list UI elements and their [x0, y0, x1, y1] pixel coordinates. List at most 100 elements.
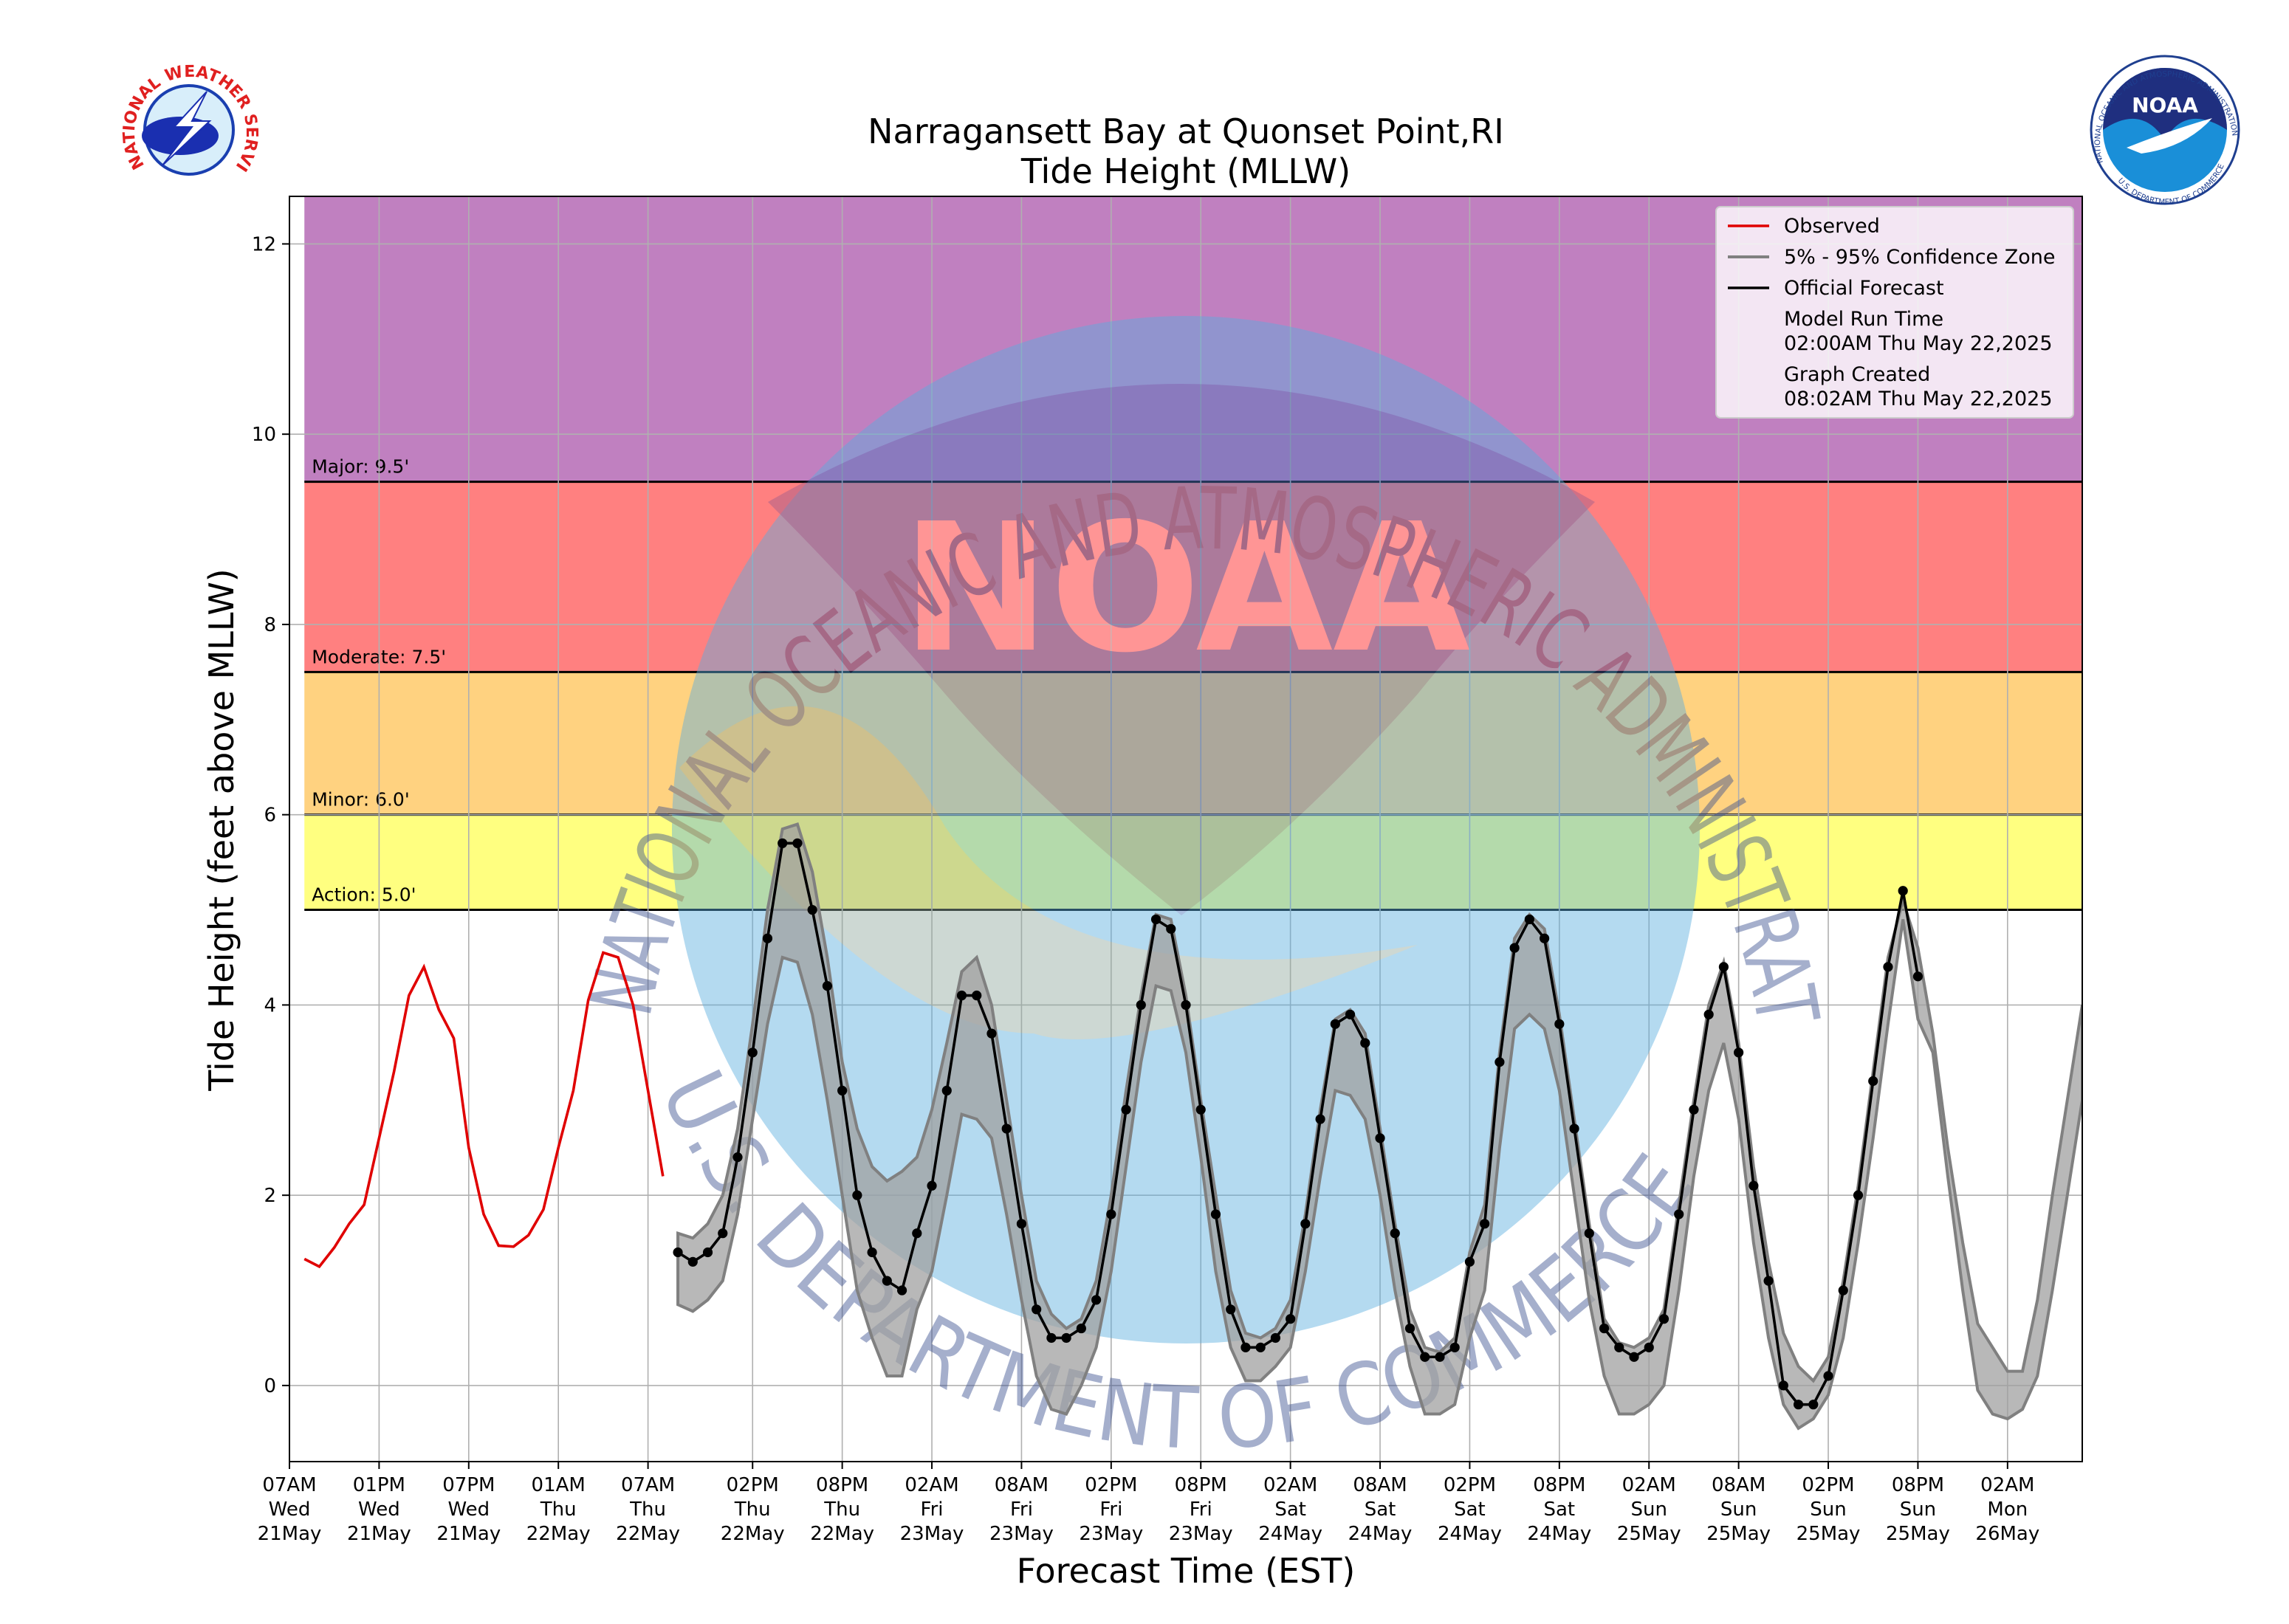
- x-tick-label-line: Wed: [358, 1499, 400, 1521]
- forecast-point: [1464, 1256, 1475, 1267]
- data-layer: [303, 822, 2082, 1431]
- x-tick-label-line: 07AM: [262, 1474, 316, 1496]
- forecast-point: [1032, 1304, 1042, 1315]
- forecast-point: [1853, 1190, 1864, 1200]
- x-tick-label-line: 26May: [1975, 1523, 2039, 1545]
- series-line: [303, 951, 665, 1269]
- forecast-point: [1150, 914, 1161, 925]
- forecast-point: [1420, 1352, 1430, 1362]
- forecast-point: [1076, 1323, 1086, 1334]
- x-tick-label: 08AM Sat 24May: [1348, 1474, 1413, 1545]
- forecast-point: [718, 1228, 728, 1239]
- forecast-point: [1061, 1332, 1071, 1343]
- x-tick-label-line: 02AM: [905, 1474, 958, 1496]
- forecast-point: [1195, 1104, 1206, 1115]
- noaa-logo: NOAA NATIONAL OCEANIC AND ATMOSPHERIC AD…: [2090, 55, 2240, 207]
- forecast-point: [1898, 886, 1908, 896]
- x-tick-label-line: Thu: [823, 1499, 860, 1521]
- forecast-point: [927, 1180, 937, 1191]
- forecast-point: [1121, 1104, 1131, 1115]
- x-tick-label-line: Thu: [540, 1499, 577, 1521]
- x-tick-label: 02PM Sun 25May: [1796, 1474, 1861, 1545]
- forecast-point: [1734, 1047, 1744, 1058]
- flood-band: [304, 814, 2082, 910]
- forecast-point: [1449, 1342, 1460, 1352]
- x-tick-label-line: 24May: [1527, 1523, 1591, 1545]
- y-axis-label: Tide Height (feet above MLLW): [202, 568, 241, 1092]
- noaa-logo-center: NOAA: [2132, 93, 2198, 117]
- x-tick-label-line: 02AM: [1980, 1474, 2034, 1496]
- forecast-point: [822, 981, 832, 991]
- x-tick-label: 08PM Sat 24May: [1527, 1474, 1591, 1545]
- forecast-point: [972, 990, 982, 1001]
- x-tick-label-line: 02PM: [1444, 1474, 1496, 1496]
- forecast-point: [1524, 914, 1534, 925]
- x-tick-label: 07AM Wed 21May: [258, 1474, 322, 1545]
- x-tick-label-line: 08PM: [816, 1474, 868, 1496]
- x-tick-label-line: 22May: [810, 1523, 874, 1545]
- x-tick-label-line: 23May: [900, 1523, 964, 1545]
- flood-label: Action: 5.0': [312, 884, 416, 906]
- plot-frame: [289, 196, 2083, 1462]
- forecast-point: [1599, 1323, 1610, 1334]
- x-tick-label: 07PM Wed 21May: [436, 1474, 501, 1545]
- x-tick-label-line: 24May: [1438, 1523, 1502, 1545]
- x-tick-label-line: 25May: [1886, 1523, 1950, 1545]
- x-tick-label-line: 08PM: [1175, 1474, 1227, 1496]
- x-tick-label-line: Mon: [1987, 1499, 2028, 1521]
- flood-label: Major: 9.5': [312, 456, 409, 478]
- x-tick-label: 02PM Sat 24May: [1438, 1474, 1502, 1545]
- forecast-point: [1569, 1124, 1579, 1134]
- forecast-point: [837, 1085, 848, 1095]
- forecast-point: [1540, 933, 1550, 943]
- x-tick-label-line: 08PM: [1533, 1474, 1585, 1496]
- x-tick-label-line: Sun: [1720, 1499, 1757, 1521]
- forecast-point: [807, 904, 817, 915]
- x-tick-label-line: 23May: [989, 1523, 1054, 1545]
- x-tick-label-line: 07PM: [442, 1474, 495, 1496]
- x-tick-label: 02AM Fri 23May: [900, 1474, 964, 1545]
- forecast-point: [1210, 1209, 1221, 1219]
- forecast-point: [1584, 1228, 1594, 1239]
- forecast-point: [956, 990, 967, 1001]
- flood-band: [304, 672, 2082, 815]
- x-tick-label-line: 21May: [436, 1523, 501, 1545]
- chart-subtitle: Tide Height (MLLW): [1020, 151, 1351, 191]
- x-tick-label: 01AM Thu 22May: [526, 1474, 591, 1545]
- forecast-point: [1718, 962, 1729, 972]
- x-tick-label-line: Fri: [1010, 1499, 1033, 1521]
- x-tick-label: 08AM Fri 23May: [989, 1474, 1054, 1545]
- x-tick-label: 08PM Thu 22May: [810, 1474, 874, 1545]
- forecast-point: [1360, 1038, 1370, 1048]
- forecast-point: [1016, 1219, 1027, 1229]
- x-tick-label-line: 22May: [721, 1523, 785, 1545]
- forecast-point: [867, 1247, 877, 1258]
- legend-annotation: Graph Created: [1784, 363, 1930, 386]
- x-tick-label-line: 25May: [1796, 1523, 1861, 1545]
- x-tick-label-line: 08AM: [1353, 1474, 1407, 1496]
- legend-label: Observed: [1784, 215, 1880, 238]
- forecast-point: [1181, 999, 1191, 1011]
- forecast-point: [1808, 1400, 1819, 1410]
- x-tick-label: 02PM Fri 23May: [1079, 1474, 1143, 1545]
- forecast-point: [687, 1256, 698, 1267]
- x-tick-label: 02AM Mon 26May: [1975, 1474, 2039, 1545]
- forecast-point: [1226, 1304, 1236, 1315]
- x-tick-label-line: 22May: [616, 1523, 680, 1545]
- forecast-point: [1554, 1019, 1565, 1029]
- forecast-point: [1001, 1124, 1012, 1134]
- forecast-point: [1435, 1352, 1445, 1362]
- x-tick-label-line: 08AM: [1712, 1474, 1765, 1496]
- legend-annotation: 02:00AM Thu May 22,2025: [1784, 332, 2053, 355]
- forecast-point: [673, 1247, 683, 1258]
- forecast-point: [1658, 1314, 1669, 1324]
- y-tick-label: 10: [252, 424, 276, 446]
- x-tick-label-line: 01AM: [532, 1474, 586, 1496]
- forecast-point: [1629, 1352, 1639, 1362]
- forecast-point: [1778, 1380, 1788, 1391]
- forecast-point: [1763, 1276, 1774, 1286]
- y-tick-label: 2: [264, 1185, 276, 1207]
- x-tick-label-line: Thu: [734, 1499, 771, 1521]
- forecast-point: [1674, 1209, 1684, 1219]
